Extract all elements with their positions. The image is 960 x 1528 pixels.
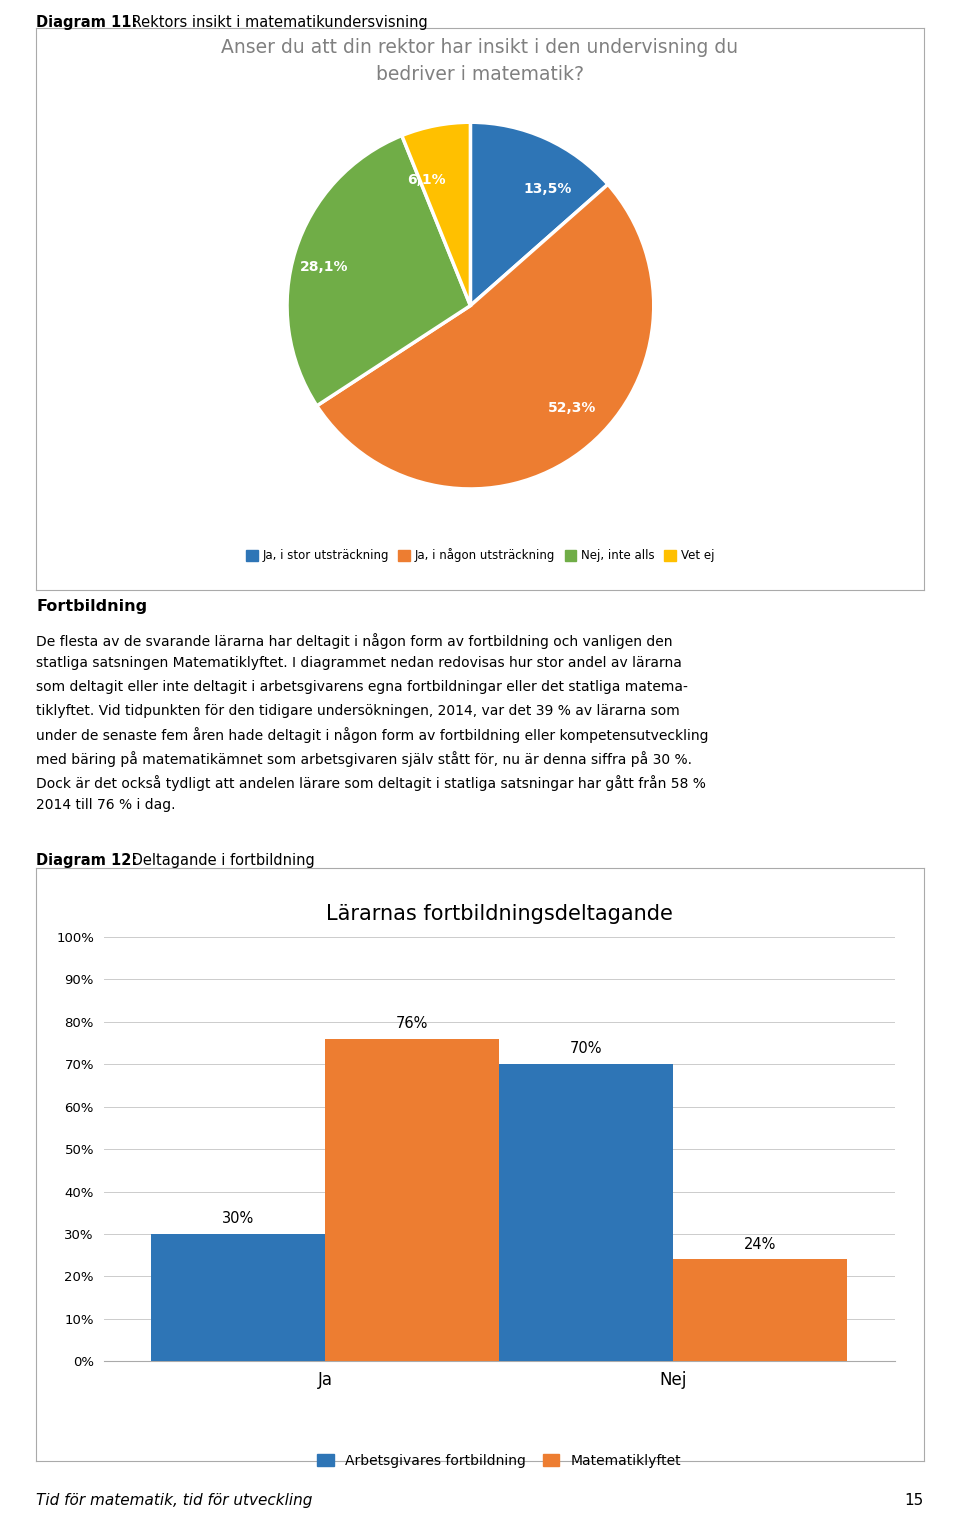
Text: Rektors insikt i matematikundersvisning: Rektors insikt i matematikundersvisning	[127, 15, 427, 31]
Text: 76%: 76%	[396, 1016, 428, 1031]
Text: 52,3%: 52,3%	[548, 400, 596, 414]
Text: 13,5%: 13,5%	[523, 182, 571, 196]
Text: 24%: 24%	[744, 1236, 777, 1251]
Legend: Ja, i stor utsträckning, Ja, i någon utsträckning, Nej, inte alls, Vet ej: Ja, i stor utsträckning, Ja, i någon uts…	[241, 544, 719, 567]
Text: statliga satsningen Matematiklyftet. I diagrammet nedan redovisas hur stor andel: statliga satsningen Matematiklyftet. I d…	[36, 656, 683, 671]
Text: Diagram 11:: Diagram 11:	[36, 15, 138, 31]
Text: Deltagande i fortbildning: Deltagande i fortbildning	[127, 853, 315, 868]
Text: 28,1%: 28,1%	[300, 260, 348, 274]
Text: 2014 till 76 % i dag.: 2014 till 76 % i dag.	[36, 798, 176, 813]
Wedge shape	[470, 122, 608, 306]
Legend: Arbetsgivares fortbildning, Matematiklyftet: Arbetsgivares fortbildning, Matematiklyf…	[312, 1449, 686, 1473]
Text: 6,1%: 6,1%	[407, 173, 446, 186]
Bar	[325, 1039, 499, 1361]
Wedge shape	[287, 136, 470, 406]
Text: 15: 15	[904, 1493, 924, 1508]
Text: Fortbildning: Fortbildning	[36, 599, 148, 614]
Text: med bäring på matematikämnet som arbetsgivaren själv stått för, nu är denna siff: med bäring på matematikämnet som arbetsg…	[36, 752, 692, 767]
Bar	[151, 1235, 325, 1361]
Bar	[673, 1259, 848, 1361]
Text: De flesta av de svarande lärarna har deltagit i någon form av fortbildning och v: De flesta av de svarande lärarna har del…	[36, 633, 673, 648]
Text: Anser du att din rektor har insikt i den undervisning du
bedriver i matematik?: Anser du att din rektor har insikt i den…	[222, 38, 738, 84]
Text: Dock är det också tydligt att andelen lärare som deltagit i statliga satsningar : Dock är det också tydligt att andelen lä…	[36, 775, 707, 790]
Text: tiklyftet. Vid tidpunkten för den tidigare undersökningen, 2014, var det 39 % av: tiklyftet. Vid tidpunkten för den tidiga…	[36, 703, 681, 718]
Wedge shape	[402, 122, 470, 306]
Text: som deltagit eller inte deltagit i arbetsgivarens egna fortbildningar eller det : som deltagit eller inte deltagit i arbet…	[36, 680, 688, 694]
Text: Tid för matematik, tid för utveckling: Tid för matematik, tid för utveckling	[36, 1493, 313, 1508]
Wedge shape	[317, 185, 654, 489]
Text: 70%: 70%	[570, 1042, 603, 1056]
Title: Lärarnas fortbildningsdeltagande: Lärarnas fortbildningsdeltagande	[325, 905, 673, 924]
Text: Diagram 12:: Diagram 12:	[36, 853, 137, 868]
Bar	[499, 1063, 673, 1361]
Text: 30%: 30%	[222, 1212, 254, 1227]
Text: under de senaste fem åren hade deltagit i någon form av fortbildning eller kompe: under de senaste fem åren hade deltagit …	[36, 727, 709, 743]
